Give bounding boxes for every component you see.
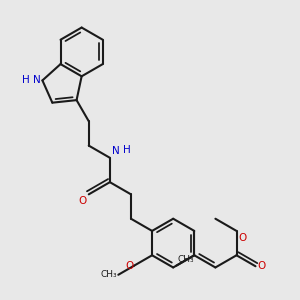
Text: O: O bbox=[238, 233, 246, 243]
Text: N: N bbox=[112, 146, 120, 156]
Text: CH₃: CH₃ bbox=[178, 256, 194, 265]
Text: N: N bbox=[33, 75, 41, 85]
Text: CH₃: CH₃ bbox=[101, 270, 117, 279]
Text: O: O bbox=[125, 261, 133, 271]
Text: O: O bbox=[78, 196, 86, 206]
Text: O: O bbox=[257, 261, 266, 271]
Text: H: H bbox=[123, 145, 131, 155]
Text: H: H bbox=[22, 75, 30, 85]
